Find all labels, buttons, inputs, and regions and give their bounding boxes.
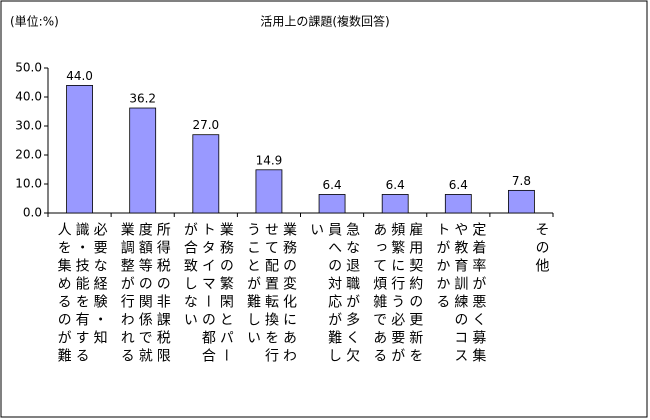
value-label: 6.4 — [323, 178, 342, 192]
y-tick-label: 40.0 — [15, 90, 42, 104]
x-tick-label: 雇用契約の更新を頻繁に行う必要があって煩雑である — [371, 222, 424, 366]
y-tick-label: 20.0 — [15, 148, 42, 162]
bar — [508, 189, 535, 214]
value-label: 44.0 — [66, 69, 93, 83]
x-tick-label: 業務の繁閑とパートタイマーの都合が合致しない — [181, 222, 234, 366]
value-label: 7.8 — [512, 174, 531, 188]
value-label: 6.4 — [449, 178, 468, 192]
x-tick-label: 業務の変化にあわせて配置転換を行うことが難しい — [244, 222, 297, 366]
x-tick-label: 必要な経験・知識・技能を有する人を集めるのが難 — [55, 222, 108, 366]
x-tick-label: 急な退職が多く欠員への対応が難しい — [308, 222, 361, 366]
value-label: 14.9 — [256, 153, 283, 167]
y-tick-label: 0.0 — [23, 206, 42, 220]
x-tick-label: 所得税の非課税限度額等の関係で就業調整が行われる — [118, 222, 171, 366]
x-tick-label: その他 — [533, 222, 550, 276]
value-label: 36.2 — [129, 92, 156, 106]
y-tick-label: 50.0 — [15, 61, 42, 75]
value-label: 27.0 — [192, 118, 219, 132]
bar — [66, 85, 93, 214]
bar — [381, 194, 409, 214]
bar — [318, 194, 346, 214]
chart-title: 活用上の課題(複数回答) — [260, 14, 389, 29]
x-tick-label: 定着率が悪く募集や教育訓練のコストがかかる — [434, 222, 487, 366]
bar — [444, 194, 472, 214]
unit-label: (単位:%) — [10, 14, 59, 29]
y-tick-label: 30.0 — [15, 119, 42, 133]
value-label: 6.4 — [386, 178, 405, 192]
bar — [129, 107, 157, 214]
bar — [192, 134, 220, 214]
y-tick-label: 10.0 — [15, 177, 42, 191]
bar — [255, 169, 283, 214]
